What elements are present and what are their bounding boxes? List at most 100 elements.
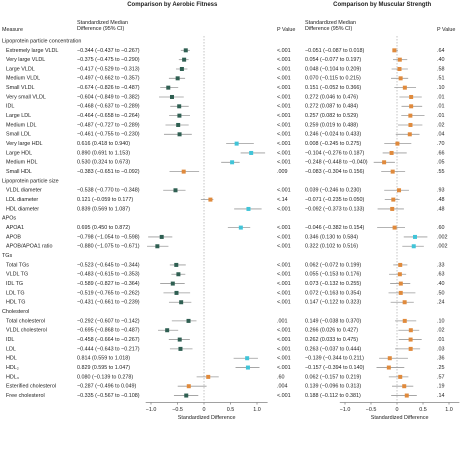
point-estimate xyxy=(398,281,403,286)
measure-label: Very large HDL xyxy=(6,141,43,147)
point-estimate xyxy=(174,262,179,267)
point-estimate xyxy=(181,169,186,174)
group-header: TGs xyxy=(2,253,12,259)
estimate-label: 0.062 (−0.157 to 0.219) xyxy=(305,374,361,380)
point-estimate xyxy=(408,337,413,342)
estimate-label: 0.039 (−0.246 to 0.230) xyxy=(305,188,361,194)
measure-label: Extremely large VLDL xyxy=(6,48,58,54)
point-estimate xyxy=(166,85,171,90)
point-estimate xyxy=(392,48,397,53)
estimate-label: −0.798 (−1.054 to −0.598) xyxy=(77,234,140,240)
estimate-label: 0.188 (−0.112 to 0.381) xyxy=(305,393,361,399)
estimate-label: −0.880 (−1.075 to −0.671) xyxy=(77,244,140,250)
p-value: <.001 xyxy=(277,160,291,166)
measure-label: HDL xyxy=(6,356,17,362)
measure-label: Very small VLDL xyxy=(6,94,46,100)
x-axis-label: Standardized Difference xyxy=(371,415,429,421)
measure-label: Medium HDL xyxy=(6,160,37,166)
p-value: .57 xyxy=(437,374,445,380)
p-value: .58 xyxy=(437,66,445,72)
measure-label: LDL xyxy=(6,346,16,352)
estimate-label: 0.073 (−0.132 to 0.255) xyxy=(305,281,361,287)
measure-label: LDL diameter xyxy=(6,197,38,203)
measure-label: IDL xyxy=(6,337,14,343)
estimate-label: −0.461 (−0.755 to −0.230) xyxy=(77,132,140,138)
point-estimate xyxy=(390,206,395,211)
estimate-label: 0.070 (−0.115 to 0.215) xyxy=(305,76,361,82)
p-value: <.001 xyxy=(277,300,291,306)
point-estimate xyxy=(177,104,182,109)
p-value: <.001 xyxy=(277,122,291,128)
measure-label: Esterified cholesterol xyxy=(6,384,56,390)
estimate-header: Standardized Median Difference (95% CI) xyxy=(77,20,128,33)
estimate-label: 0.890 (0.691 to 1.153) xyxy=(77,150,130,156)
x-tick-label: 0 xyxy=(203,407,206,413)
estimate-label: −0.444 (−0.643 to −0.217) xyxy=(77,346,140,352)
p-value: <.001 xyxy=(277,132,291,138)
x-tick-label: 0.5 xyxy=(227,407,235,413)
point-estimate xyxy=(246,206,251,211)
p-value: .19 xyxy=(437,384,445,390)
measure-label: Total TGs xyxy=(6,262,29,268)
point-estimate xyxy=(397,66,402,71)
x-tick-label: −1.0 xyxy=(146,407,157,413)
measure-label: LDL TG xyxy=(6,290,25,296)
p-value: <.001 xyxy=(277,113,291,119)
p-value: .50 xyxy=(437,290,445,296)
estimate-label: −0.157 (−0.394 to 0.140) xyxy=(305,365,365,371)
point-estimate xyxy=(397,188,402,193)
estimate-label: −0.487 (−0.727 to −0.289) xyxy=(77,122,140,128)
p-value: .51 xyxy=(437,76,445,82)
point-estimate xyxy=(409,104,414,109)
estimate-label: 0.322 (0.102 to 0.516) xyxy=(305,244,358,250)
estimate-label: −0.538 (−0.770 to −0.348) xyxy=(77,188,140,194)
p-value: .64 xyxy=(437,48,445,54)
p-value: <.001 xyxy=(277,393,291,399)
point-estimate xyxy=(402,85,407,90)
p-value: <.001 xyxy=(277,85,291,91)
point-estimate xyxy=(186,384,191,389)
point-estimate xyxy=(408,346,413,351)
p-value: <.001 xyxy=(277,281,291,287)
measure-label: APOB xyxy=(6,234,21,240)
estimate-label: −0.483 (−0.615 to −0.353) xyxy=(77,272,140,278)
x-tick-label: 0.5 xyxy=(419,407,427,413)
estimate-label: −0.051 (−0.087 to 0.018) xyxy=(305,48,365,54)
p-value: .55 xyxy=(437,169,445,175)
point-estimate xyxy=(179,300,184,305)
p-value: .40 xyxy=(437,281,445,287)
p-value: .60 xyxy=(437,225,445,231)
estimate-label: −0.344 (−0.437 to −0.267) xyxy=(77,48,140,54)
measure-label: Total cholesterol xyxy=(6,318,45,324)
estimate-label: 0.695 (0.450 to 0.872) xyxy=(77,225,130,231)
point-estimate xyxy=(402,300,407,305)
point-estimate xyxy=(386,365,391,370)
point-estimate xyxy=(408,122,413,127)
x-tick-label: −0.5 xyxy=(172,407,183,413)
estimate-label: 0.263 (−0.037 to 0.444) xyxy=(305,346,361,352)
point-estimate xyxy=(402,318,407,323)
estimate-label: 0.272 (0.046 to 0.476) xyxy=(305,94,358,100)
point-estimate xyxy=(177,337,182,342)
point-estimate xyxy=(234,141,239,146)
p-value: .004 xyxy=(277,384,288,390)
point-estimate xyxy=(249,150,254,155)
measure-label: VLDL TG xyxy=(6,272,28,278)
p-value: <.001 xyxy=(277,346,291,352)
estimate-label: 0.259 (0.019 to 0.488) xyxy=(305,122,358,128)
p-value: .66 xyxy=(437,150,445,156)
estimate-label: −0.464 (−0.658 to −0.264) xyxy=(77,113,140,119)
group-header: Lipoprotein particle concentration xyxy=(2,38,81,44)
point-estimate xyxy=(184,393,189,398)
point-estimate xyxy=(208,197,213,202)
estimate-label: −0.519 (−0.765 to −0.262) xyxy=(77,290,140,296)
estimate-label: 0.262 (0.033 to 0.475) xyxy=(305,337,358,343)
estimate-label: −0.604 (−0.849 to −0.382) xyxy=(77,94,140,100)
point-estimate xyxy=(402,384,407,389)
x-tick-label: −1.0 xyxy=(340,407,351,413)
estimate-label: 0.266 (0.026 to 0.427) xyxy=(305,328,358,334)
estimate-label: −0.417 (−0.529 to −0.313) xyxy=(77,66,140,72)
point-estimate xyxy=(390,169,395,174)
p-value: .70 xyxy=(437,141,445,147)
estimate-label: −0.431 (−0.661 to −0.239) xyxy=(77,300,140,306)
